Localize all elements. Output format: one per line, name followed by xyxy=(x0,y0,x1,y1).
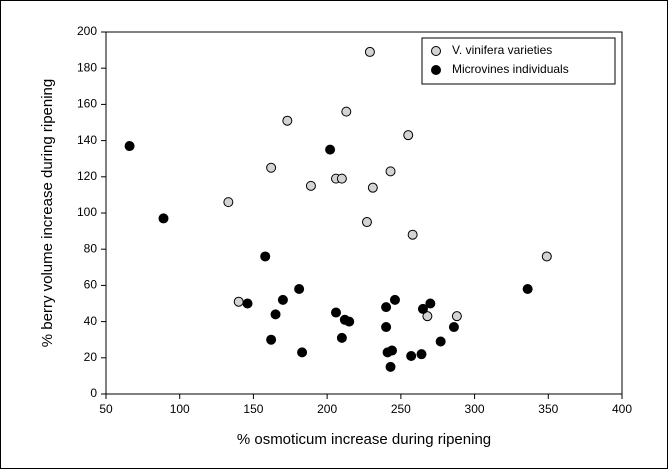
point xyxy=(223,197,234,208)
point xyxy=(381,302,392,313)
y-tick-label: 100 xyxy=(77,205,97,219)
legend-label: V. vinifera varieties xyxy=(452,43,552,57)
y-tick-label: 40 xyxy=(84,314,98,328)
point xyxy=(406,350,417,361)
point xyxy=(425,298,436,309)
x-tick-label: 200 xyxy=(317,402,337,416)
y-tick-label: 80 xyxy=(84,241,98,255)
x-tick-label: 50 xyxy=(99,402,113,416)
x-tick-label: 350 xyxy=(538,402,558,416)
point xyxy=(124,141,135,152)
point xyxy=(385,361,396,372)
point xyxy=(389,294,400,305)
point xyxy=(416,349,427,360)
point xyxy=(417,303,428,314)
legend-marker xyxy=(431,46,441,56)
y-tick-label: 200 xyxy=(77,24,97,38)
point xyxy=(158,213,169,224)
point xyxy=(361,217,372,228)
x-tick-label: 400 xyxy=(612,402,632,416)
legend-box xyxy=(421,37,616,85)
point xyxy=(233,296,244,307)
point xyxy=(277,294,288,305)
point xyxy=(282,115,293,126)
point xyxy=(364,46,375,57)
x-tick-label: 150 xyxy=(243,402,263,416)
legend-marker xyxy=(431,65,441,75)
y-tick-label: 160 xyxy=(77,97,97,111)
point xyxy=(341,106,352,117)
point xyxy=(381,322,392,333)
y-axis-title: % berry volume increase during ripening xyxy=(39,79,56,347)
point xyxy=(297,347,308,358)
x-tick-label: 100 xyxy=(170,402,190,416)
y-tick-label: 140 xyxy=(77,133,97,147)
point xyxy=(522,284,533,295)
y-tick-label: 20 xyxy=(84,350,98,364)
y-tick-label: 180 xyxy=(77,60,97,74)
point xyxy=(336,173,347,184)
y-tick-label: 0 xyxy=(90,386,97,400)
point xyxy=(344,316,355,327)
point xyxy=(407,229,418,240)
point xyxy=(403,130,414,141)
point xyxy=(385,166,396,177)
point xyxy=(325,144,336,155)
point xyxy=(260,251,271,262)
point xyxy=(305,180,316,191)
point xyxy=(266,334,277,345)
legend-label: Microvines individuals xyxy=(452,62,569,76)
point xyxy=(270,309,281,320)
point xyxy=(541,251,552,262)
x-tick-label: 300 xyxy=(465,402,485,416)
point xyxy=(387,345,398,356)
point xyxy=(294,284,305,295)
point xyxy=(422,311,433,322)
x-axis-title: % osmoticum increase during ripening xyxy=(237,431,491,448)
point xyxy=(266,162,277,173)
y-tick-label: 120 xyxy=(77,169,97,183)
point xyxy=(367,182,378,193)
point xyxy=(242,298,253,309)
point xyxy=(435,336,446,347)
point xyxy=(448,322,459,333)
x-tick-label: 250 xyxy=(391,402,411,416)
y-tick-label: 60 xyxy=(84,278,98,292)
point xyxy=(336,332,347,343)
point xyxy=(451,311,462,322)
point xyxy=(330,307,341,318)
